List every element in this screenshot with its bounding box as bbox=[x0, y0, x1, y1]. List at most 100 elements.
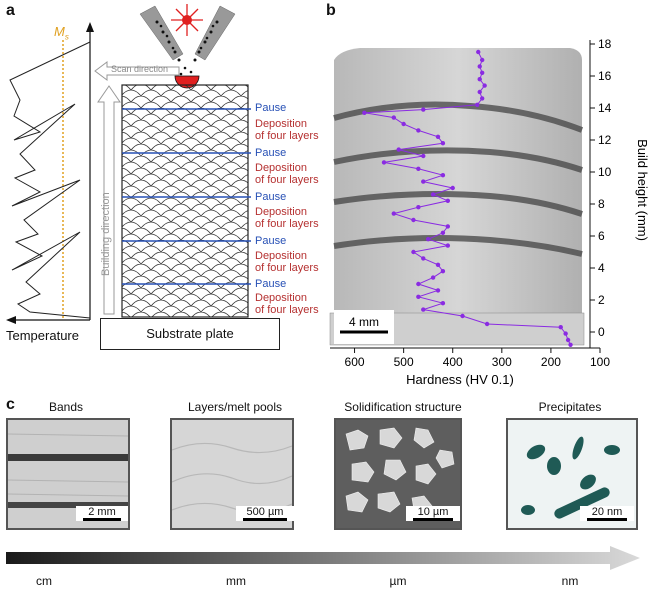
hardness-point bbox=[568, 342, 573, 347]
solidification-micrograph: 10 µm bbox=[334, 418, 462, 530]
y-tick-label: 4 bbox=[598, 261, 605, 275]
x-tick-label: 500 bbox=[394, 355, 414, 369]
hardness-point bbox=[477, 64, 482, 69]
hardness-point bbox=[435, 262, 441, 267]
laser-head bbox=[139, 4, 236, 89]
scan-direction-label: Scan direction bbox=[111, 64, 169, 74]
layers-micrograph: 500 µm bbox=[170, 418, 294, 530]
right-nozzle bbox=[194, 5, 236, 61]
laser-core bbox=[182, 15, 192, 25]
panel-a-letter: a bbox=[6, 2, 15, 19]
hardness-point bbox=[482, 83, 487, 88]
hardness-point bbox=[479, 96, 485, 101]
y-tick-label: 2 bbox=[598, 293, 605, 307]
x-tick-label: 200 bbox=[541, 355, 561, 369]
y-tick-label: 14 bbox=[598, 101, 612, 115]
hardness-point bbox=[416, 166, 421, 171]
hardness-point bbox=[430, 275, 436, 280]
hardness-point bbox=[411, 217, 416, 223]
hardness-point bbox=[565, 337, 571, 343]
specimen-image bbox=[334, 48, 582, 313]
x-tick-label: 300 bbox=[492, 355, 512, 369]
y-tick-label: 18 bbox=[598, 37, 612, 51]
scale-bar-background bbox=[334, 310, 394, 344]
y-tick-label: 8 bbox=[598, 197, 605, 211]
y-axis-label: Build height (mm) bbox=[635, 139, 650, 241]
hardness-point bbox=[396, 147, 401, 152]
hardness-point bbox=[477, 77, 482, 82]
scale-nm: nm bbox=[561, 574, 579, 588]
hardness-point bbox=[421, 153, 426, 159]
hardness-point bbox=[440, 301, 446, 306]
scale-cm: cm bbox=[36, 574, 52, 588]
hardness-point bbox=[484, 321, 490, 327]
hardness-point bbox=[416, 128, 421, 133]
hardness-point bbox=[421, 107, 426, 112]
hardness-point bbox=[460, 313, 465, 319]
hardness-point bbox=[450, 185, 455, 191]
hardness-point bbox=[476, 49, 481, 55]
y-ticks: 0 2 4 6 8 10 12 14 16 18 bbox=[590, 37, 612, 339]
left-nozzle bbox=[139, 5, 184, 61]
temperature-trace bbox=[9, 41, 91, 319]
y-tick-label: 0 bbox=[598, 325, 605, 339]
scale-bar-label: 4 mm bbox=[349, 315, 379, 329]
micro-title-layers: Layers/melt pools bbox=[187, 400, 283, 414]
hardness-point bbox=[362, 110, 367, 116]
hardness-chart: 4 mm 600 500 400 300 200 100 024681012141618 … bbox=[329, 37, 650, 387]
x-ticks: 600 500 400 300 200 100 bbox=[345, 348, 610, 369]
building-direction-label: Building direction bbox=[100, 192, 112, 276]
hardness-point bbox=[477, 89, 482, 95]
hardness-point bbox=[416, 294, 421, 299]
hardness-point bbox=[391, 115, 397, 120]
solidification-scale: 10 µm bbox=[406, 506, 460, 521]
hardness-point bbox=[440, 141, 446, 146]
hardness-point bbox=[430, 192, 436, 197]
hardness-point bbox=[445, 243, 451, 248]
hardness-point bbox=[440, 269, 446, 274]
hardness-point bbox=[445, 224, 451, 229]
hardness-point bbox=[558, 325, 563, 330]
hardness-point bbox=[421, 256, 426, 261]
pause-label-3: Pause bbox=[255, 191, 287, 203]
hardness-point bbox=[479, 70, 485, 75]
deposition-label-1: Deposition of four layers bbox=[255, 118, 319, 142]
scale-um: µm bbox=[389, 574, 407, 588]
deposition-label-3: Deposition of four layers bbox=[255, 206, 319, 230]
y-tick-label: 6 bbox=[598, 229, 605, 243]
y-tick-label: 12 bbox=[598, 133, 612, 147]
specimen-bands bbox=[333, 101, 584, 257]
hardness-point bbox=[435, 288, 441, 293]
temperature-plot bbox=[6, 22, 94, 324]
deposition-label-2: Deposition of four layers bbox=[255, 162, 319, 186]
deposition-label-4: Deposition of four layers bbox=[255, 250, 319, 274]
bands-micrograph: 2 mm bbox=[6, 418, 130, 530]
hardness-point bbox=[425, 237, 431, 242]
ms-label: Ms bbox=[54, 24, 69, 42]
hardness-point bbox=[479, 57, 485, 63]
scale-mm: mm bbox=[226, 574, 246, 588]
micro-title-precipitates: Precipitates bbox=[538, 400, 602, 414]
precipitates-micrograph: 20 nm bbox=[506, 418, 638, 530]
layers-scale: 500 µm bbox=[236, 506, 294, 521]
panel-c-letter: c bbox=[6, 396, 15, 413]
bands-scale: 2 mm bbox=[76, 506, 128, 521]
x-tick-label: 400 bbox=[443, 355, 463, 369]
x-tick-label: 100 bbox=[590, 355, 610, 369]
pause-lines bbox=[122, 108, 251, 285]
deposition-label-5: Deposition of four layers bbox=[255, 292, 319, 316]
micro-title-bands: Bands bbox=[48, 400, 84, 414]
hardness-point bbox=[401, 121, 406, 127]
hardness-point bbox=[440, 173, 446, 178]
hardness-point bbox=[416, 205, 421, 210]
scan-direction-arrow bbox=[94, 61, 180, 81]
micro-title-solidification: Solidification structure bbox=[344, 400, 462, 414]
precipitates-scale: 20 nm bbox=[580, 506, 634, 521]
hardness-point bbox=[445, 198, 451, 203]
deposit-block bbox=[121, 84, 251, 318]
substrate-plate: Substrate plate bbox=[100, 318, 280, 350]
hardness-point bbox=[391, 211, 397, 216]
powder-particles bbox=[155, 20, 219, 76]
hardness-point bbox=[421, 307, 426, 312]
hardness-point bbox=[416, 281, 421, 287]
